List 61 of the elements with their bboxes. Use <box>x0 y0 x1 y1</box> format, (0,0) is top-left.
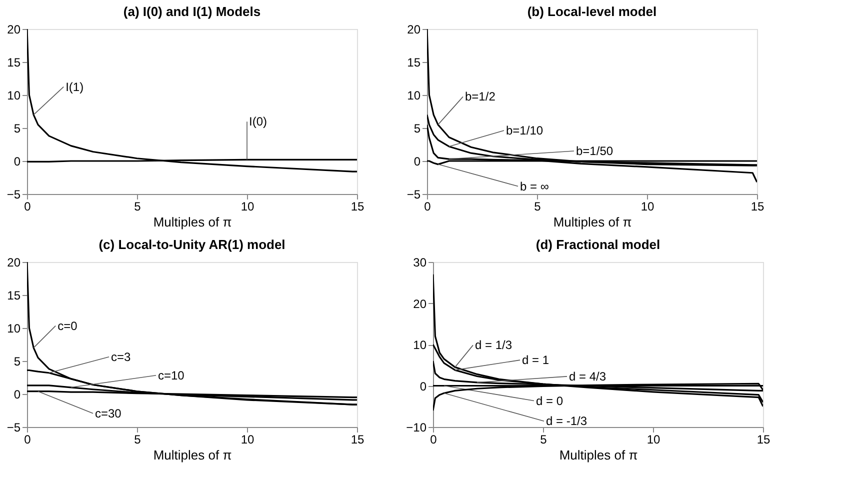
y-tick-label: 15 <box>7 288 21 302</box>
y-tick-label: −10 <box>406 420 427 434</box>
series-label: c=10 <box>158 368 185 382</box>
y-tick-label: 10 <box>413 338 427 352</box>
text: b=1/2 <box>465 90 496 104</box>
x-tick-label: 10 <box>240 432 254 446</box>
y-tick-label: 30 <box>413 256 427 270</box>
y-tick-label: 0 <box>420 379 427 394</box>
x-tick-label: 5 <box>134 432 142 446</box>
series-label: b=1/50 <box>576 144 614 158</box>
x-tick-label: 10 <box>646 432 660 446</box>
y-tick-label: 20 <box>7 256 21 270</box>
series-label: d = 0 <box>536 394 564 408</box>
y-tick-label: 0 <box>14 154 21 168</box>
series-label: b=1/10 <box>506 123 544 138</box>
x-axis-title: Multiples of π <box>153 448 232 462</box>
x-tick-label: 5 <box>134 200 142 214</box>
x-tick-label: 15 <box>756 432 770 446</box>
y-tick-label: 10 <box>407 88 421 102</box>
series-label: d = 1/3 <box>475 338 512 352</box>
y-tick-label: 5 <box>14 122 21 136</box>
x-tick-label: 10 <box>240 200 254 214</box>
y-tick-label: 0 <box>14 388 21 402</box>
y-tick-label: 20 <box>7 22 21 36</box>
chart-title: (a) I(0) and I(1) Models <box>123 4 261 19</box>
series-label: d = 4/3 <box>569 369 606 384</box>
y-tick-label: 5 <box>414 122 421 136</box>
series-label: d = 1 <box>522 353 550 368</box>
chart-title: (d) Fractional model <box>536 237 660 252</box>
x-tick-label: 0 <box>24 200 32 214</box>
series-label: c=30 <box>95 406 122 420</box>
x-axis-title: Multiples of π <box>153 214 232 230</box>
x-tick-label: 0 <box>430 432 438 446</box>
x-tick-label: 5 <box>540 432 548 446</box>
y-tick-label: 20 <box>407 22 421 36</box>
y-tick-label: 15 <box>407 56 421 70</box>
series-label: b = ∞ <box>520 179 550 194</box>
y-tick-label: −5 <box>6 188 21 202</box>
y-tick-label: 10 <box>7 88 21 102</box>
x-tick-label: 15 <box>350 200 364 214</box>
text: I(0) <box>249 114 268 129</box>
x-tick-label: 5 <box>534 200 542 214</box>
y-tick-label: −5 <box>406 188 421 202</box>
x-tick-label: 15 <box>350 432 364 446</box>
y-tick-label: 20 <box>413 296 427 311</box>
y-tick-label: 15 <box>7 56 21 70</box>
y-tick-label: 10 <box>7 322 21 336</box>
text: d = -1/3 <box>546 414 588 428</box>
chart-title: (c) Local-to-Unity AR(1) model <box>98 237 286 252</box>
text: I(1) <box>66 80 84 94</box>
y-tick-label: 0 <box>414 154 421 168</box>
x-tick-label: 15 <box>750 200 764 214</box>
x-tick-label: 10 <box>640 200 654 214</box>
y-tick-label: −5 <box>6 420 21 434</box>
chart-title: (b) Local-level model <box>527 4 657 19</box>
x-axis-title: Multiples of π <box>553 214 632 230</box>
x-axis-title: Multiples of π <box>559 448 638 462</box>
text: c=0 <box>58 318 78 333</box>
x-tick-label: 0 <box>24 432 32 446</box>
series-label: c=3 <box>111 350 132 364</box>
y-tick-label: 5 <box>14 354 21 368</box>
